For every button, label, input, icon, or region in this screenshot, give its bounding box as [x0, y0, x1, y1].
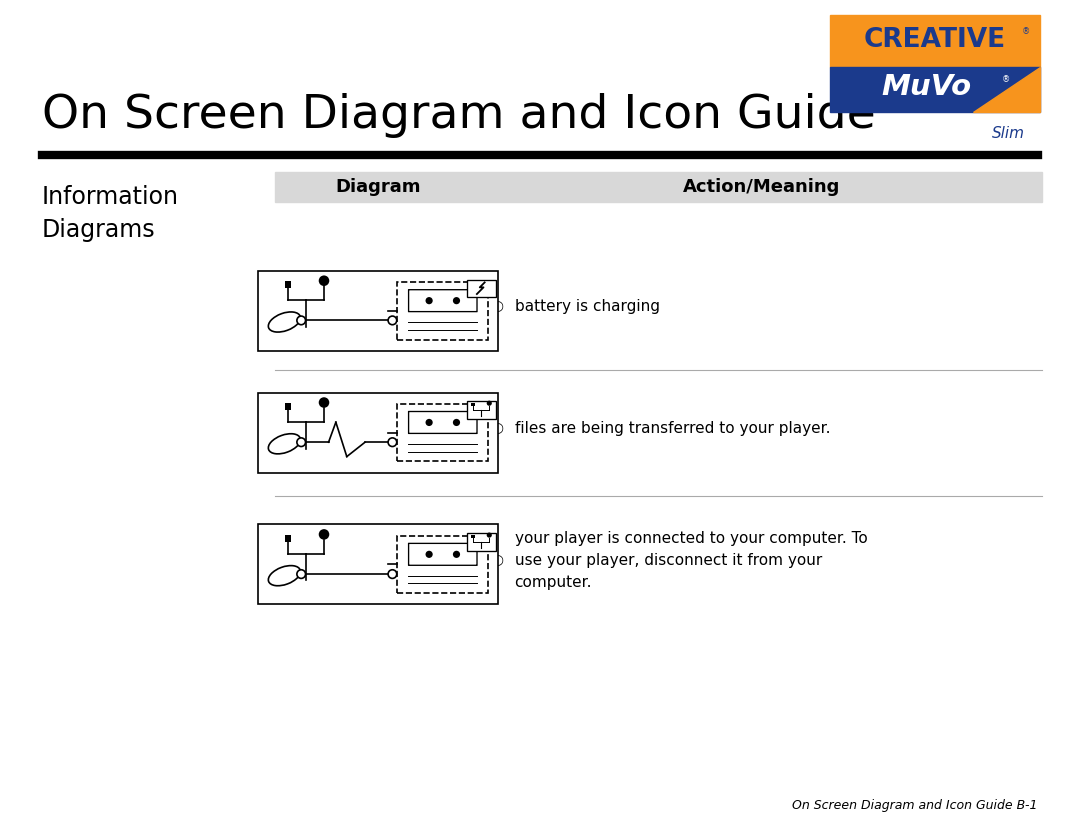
Text: Information
Diagrams: Information Diagrams	[42, 185, 179, 243]
Text: CREATIVE: CREATIVE	[864, 27, 1007, 53]
Bar	[467, 280, 496, 297]
Text: ®: ®	[1023, 28, 1030, 36]
Circle shape	[388, 570, 396, 579]
Circle shape	[426, 551, 433, 558]
Circle shape	[453, 551, 460, 558]
Text: Diagram: Diagram	[335, 178, 421, 196]
Circle shape	[388, 438, 396, 447]
Text: ○: ○	[492, 554, 503, 567]
Bar	[258, 392, 498, 473]
Bar	[471, 534, 475, 538]
Text: Action/Meaning: Action/Meaning	[683, 178, 840, 196]
Circle shape	[453, 419, 460, 426]
Circle shape	[426, 419, 433, 426]
Bar	[258, 524, 498, 605]
Circle shape	[453, 297, 460, 304]
Text: your player is connected to your computer. To
use your player, disconnect it fro: your player is connected to your compute…	[514, 531, 867, 591]
Circle shape	[388, 316, 396, 325]
Circle shape	[487, 401, 491, 406]
Bar	[397, 404, 488, 461]
Circle shape	[319, 529, 329, 539]
Text: ○: ○	[492, 300, 503, 313]
Bar	[285, 535, 292, 542]
Bar	[285, 403, 292, 410]
Text: ®: ®	[1002, 75, 1011, 84]
Polygon shape	[973, 67, 1040, 112]
Text: ○: ○	[492, 422, 503, 435]
FancyBboxPatch shape	[408, 543, 477, 565]
Circle shape	[297, 316, 306, 325]
Bar	[258, 270, 498, 351]
Text: files are being transferred to your player.: files are being transferred to your play…	[514, 421, 831, 436]
Text: On Screen Diagram and Icon Guide B-1: On Screen Diagram and Icon Guide B-1	[793, 799, 1038, 812]
Text: Slim: Slim	[993, 126, 1025, 141]
Bar	[831, 15, 1040, 67]
Circle shape	[487, 533, 491, 538]
Bar	[467, 402, 496, 419]
Circle shape	[319, 397, 329, 407]
Bar	[471, 402, 475, 407]
Circle shape	[426, 297, 433, 304]
FancyBboxPatch shape	[408, 412, 477, 433]
Circle shape	[297, 438, 306, 447]
FancyBboxPatch shape	[408, 290, 477, 312]
Text: On Screen Diagram and Icon Guide: On Screen Diagram and Icon Guide	[42, 92, 876, 138]
Text: MuVo: MuVo	[881, 73, 972, 102]
Text: battery is charging: battery is charging	[514, 299, 660, 314]
Bar	[397, 536, 488, 593]
Circle shape	[297, 570, 306, 579]
Bar	[275, 172, 1042, 202]
Bar	[467, 533, 496, 551]
Circle shape	[319, 276, 329, 286]
Bar	[397, 282, 488, 339]
Bar	[285, 281, 292, 288]
Bar	[831, 67, 1040, 112]
